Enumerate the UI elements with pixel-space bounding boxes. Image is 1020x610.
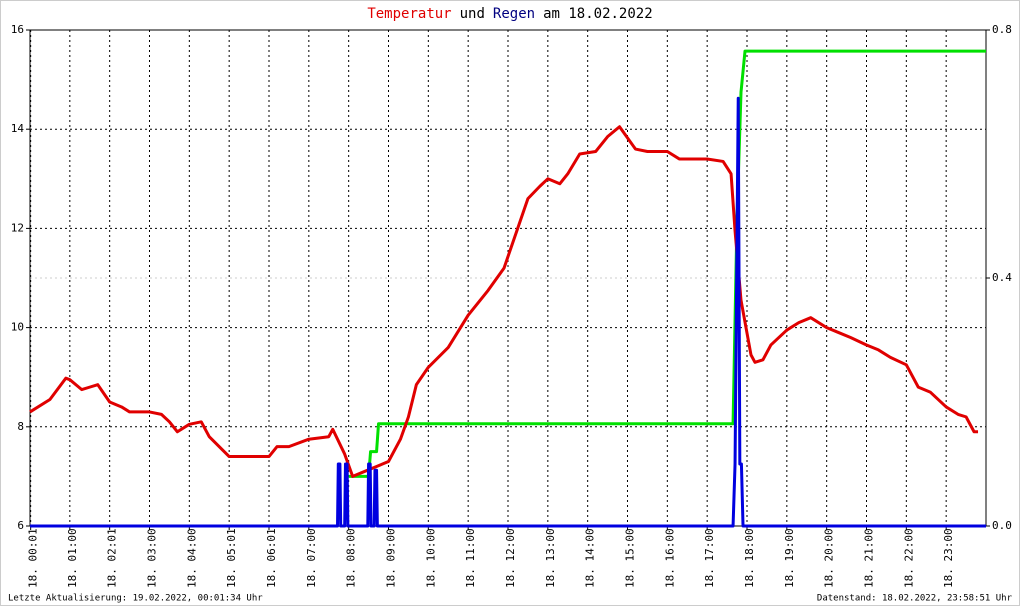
x-tick-label: 18. 08:00 xyxy=(345,528,358,588)
y-tick-label: 16 xyxy=(11,23,24,36)
y-tick-label: 10 xyxy=(11,321,24,334)
x-tick-label: 18. 11:00 xyxy=(464,528,477,588)
footer-right: Datenstand: 18.02.2022, 23:58:51 Uhr xyxy=(817,594,1013,604)
x-tick-label: 18. 00:01 xyxy=(27,528,40,588)
x-tick-label: 18. 01:00 xyxy=(66,528,79,588)
title-part: Regen xyxy=(493,6,535,22)
x-tick-label: 18. 05:01 xyxy=(225,528,238,588)
y2-tick-label: 0.4 xyxy=(992,271,1012,284)
x-tick-label: 18. 02:01 xyxy=(106,528,119,588)
x-tick-label: 18. 07:00 xyxy=(305,528,318,588)
footer-left: Letzte Aktualisierung: 19.02.2022, 00:01… xyxy=(8,594,263,604)
y-tick-label: 6 xyxy=(17,519,24,532)
x-tick-label: 18. 22:00 xyxy=(902,528,915,588)
title-part: am 18.02.2022 xyxy=(543,6,653,22)
series-line xyxy=(29,125,979,478)
x-tick-label: 18. 10:00 xyxy=(424,528,437,588)
y2-tick-label: 0.8 xyxy=(992,23,1012,36)
x-tick-label: 18. 14:00 xyxy=(584,528,597,588)
x-tick-label: 18. 03:00 xyxy=(146,528,159,588)
y2-tick-label: 0.0 xyxy=(992,519,1012,532)
x-tick-label: 18. 18:00 xyxy=(743,528,756,588)
title-part: Temperatur xyxy=(367,6,451,22)
x-tick-label: 18. 06:01 xyxy=(265,528,278,588)
x-tick-label: 18. 20:00 xyxy=(823,528,836,588)
x-tick-label: 18. 17:00 xyxy=(703,528,716,588)
x-tick-label: 18. 15:00 xyxy=(624,528,637,588)
x-tick-label: 18. 13:00 xyxy=(544,528,557,588)
y-tick-label: 12 xyxy=(11,221,24,234)
x-tick-label: 18. 09:00 xyxy=(385,528,398,588)
chart-title: Temperatur und Regen am 18.02.2022 xyxy=(367,6,652,22)
x-tick-label: 18. 21:00 xyxy=(863,528,876,588)
y-tick-label: 8 xyxy=(17,420,24,433)
title-part: und xyxy=(460,6,485,22)
series-line xyxy=(30,96,986,528)
x-tick-label: 18. 16:00 xyxy=(663,528,676,588)
x-tick-label: 18. 19:00 xyxy=(783,528,796,588)
x-tick-label: 18. 12:00 xyxy=(504,528,517,588)
x-tick-label: 18. 04:00 xyxy=(185,528,198,588)
x-tick-label: 18. 23:00 xyxy=(942,528,955,588)
y-tick-label: 14 xyxy=(11,122,25,135)
